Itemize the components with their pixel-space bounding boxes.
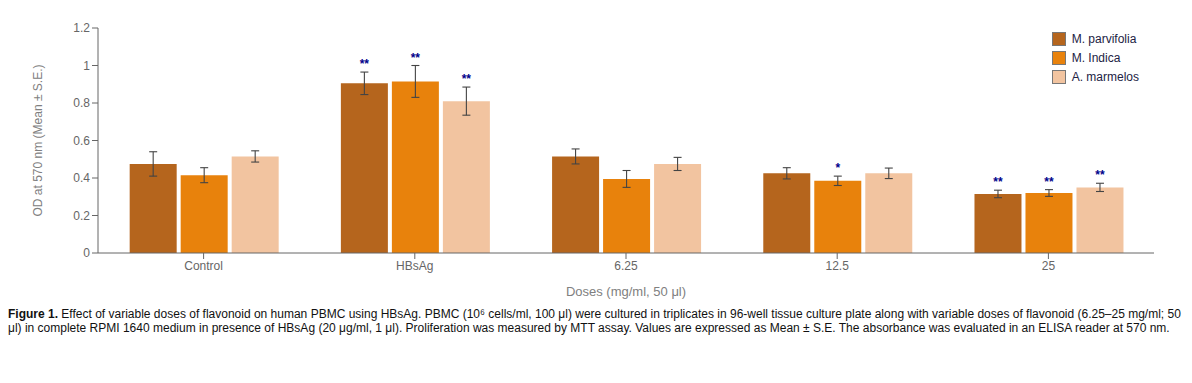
svg-text:0.2: 0.2 [73, 209, 90, 223]
svg-text:1.2: 1.2 [73, 21, 90, 35]
svg-text:Doses (mg/ml, 50 μl): Doses (mg/ml, 50 μl) [566, 284, 686, 299]
html-text:M. parvifolia: M. parvifolia [1071, 32, 1137, 46]
svg-text:**: ** [993, 175, 1003, 189]
svg-text:Control: Control [184, 259, 223, 273]
html-text:Figure 1. Effect of variable d: Figure 1. Effect of variable doses of fl… [8, 307, 1181, 335]
svg-text:12.5: 12.5 [826, 259, 850, 273]
svg-text:OD at 570 nm (Mean ± S.E.): OD at 570 nm (Mean ± S.E.) [31, 65, 45, 217]
svg-text:**: ** [411, 51, 421, 65]
svg-text:0: 0 [83, 246, 90, 260]
svg-text:**: ** [1095, 168, 1105, 182]
svg-text:*: * [835, 161, 840, 175]
svg-text:25: 25 [1042, 259, 1056, 273]
svg-text:6.25: 6.25 [614, 259, 638, 273]
svg-text:**: ** [360, 57, 370, 71]
svg-text:HBsAg: HBsAg [396, 259, 433, 273]
html-text:A. marmelos: A. marmelos [1071, 70, 1139, 84]
svg-text:**: ** [462, 72, 472, 86]
svg-text:0.4: 0.4 [73, 171, 90, 185]
svg-text:0.8: 0.8 [73, 96, 90, 110]
svg-text:1: 1 [83, 59, 90, 73]
svg-text:**: ** [1044, 175, 1054, 189]
html-text:M. Indica: M. Indica [1071, 51, 1121, 65]
svg-text:0.6: 0.6 [73, 134, 90, 148]
